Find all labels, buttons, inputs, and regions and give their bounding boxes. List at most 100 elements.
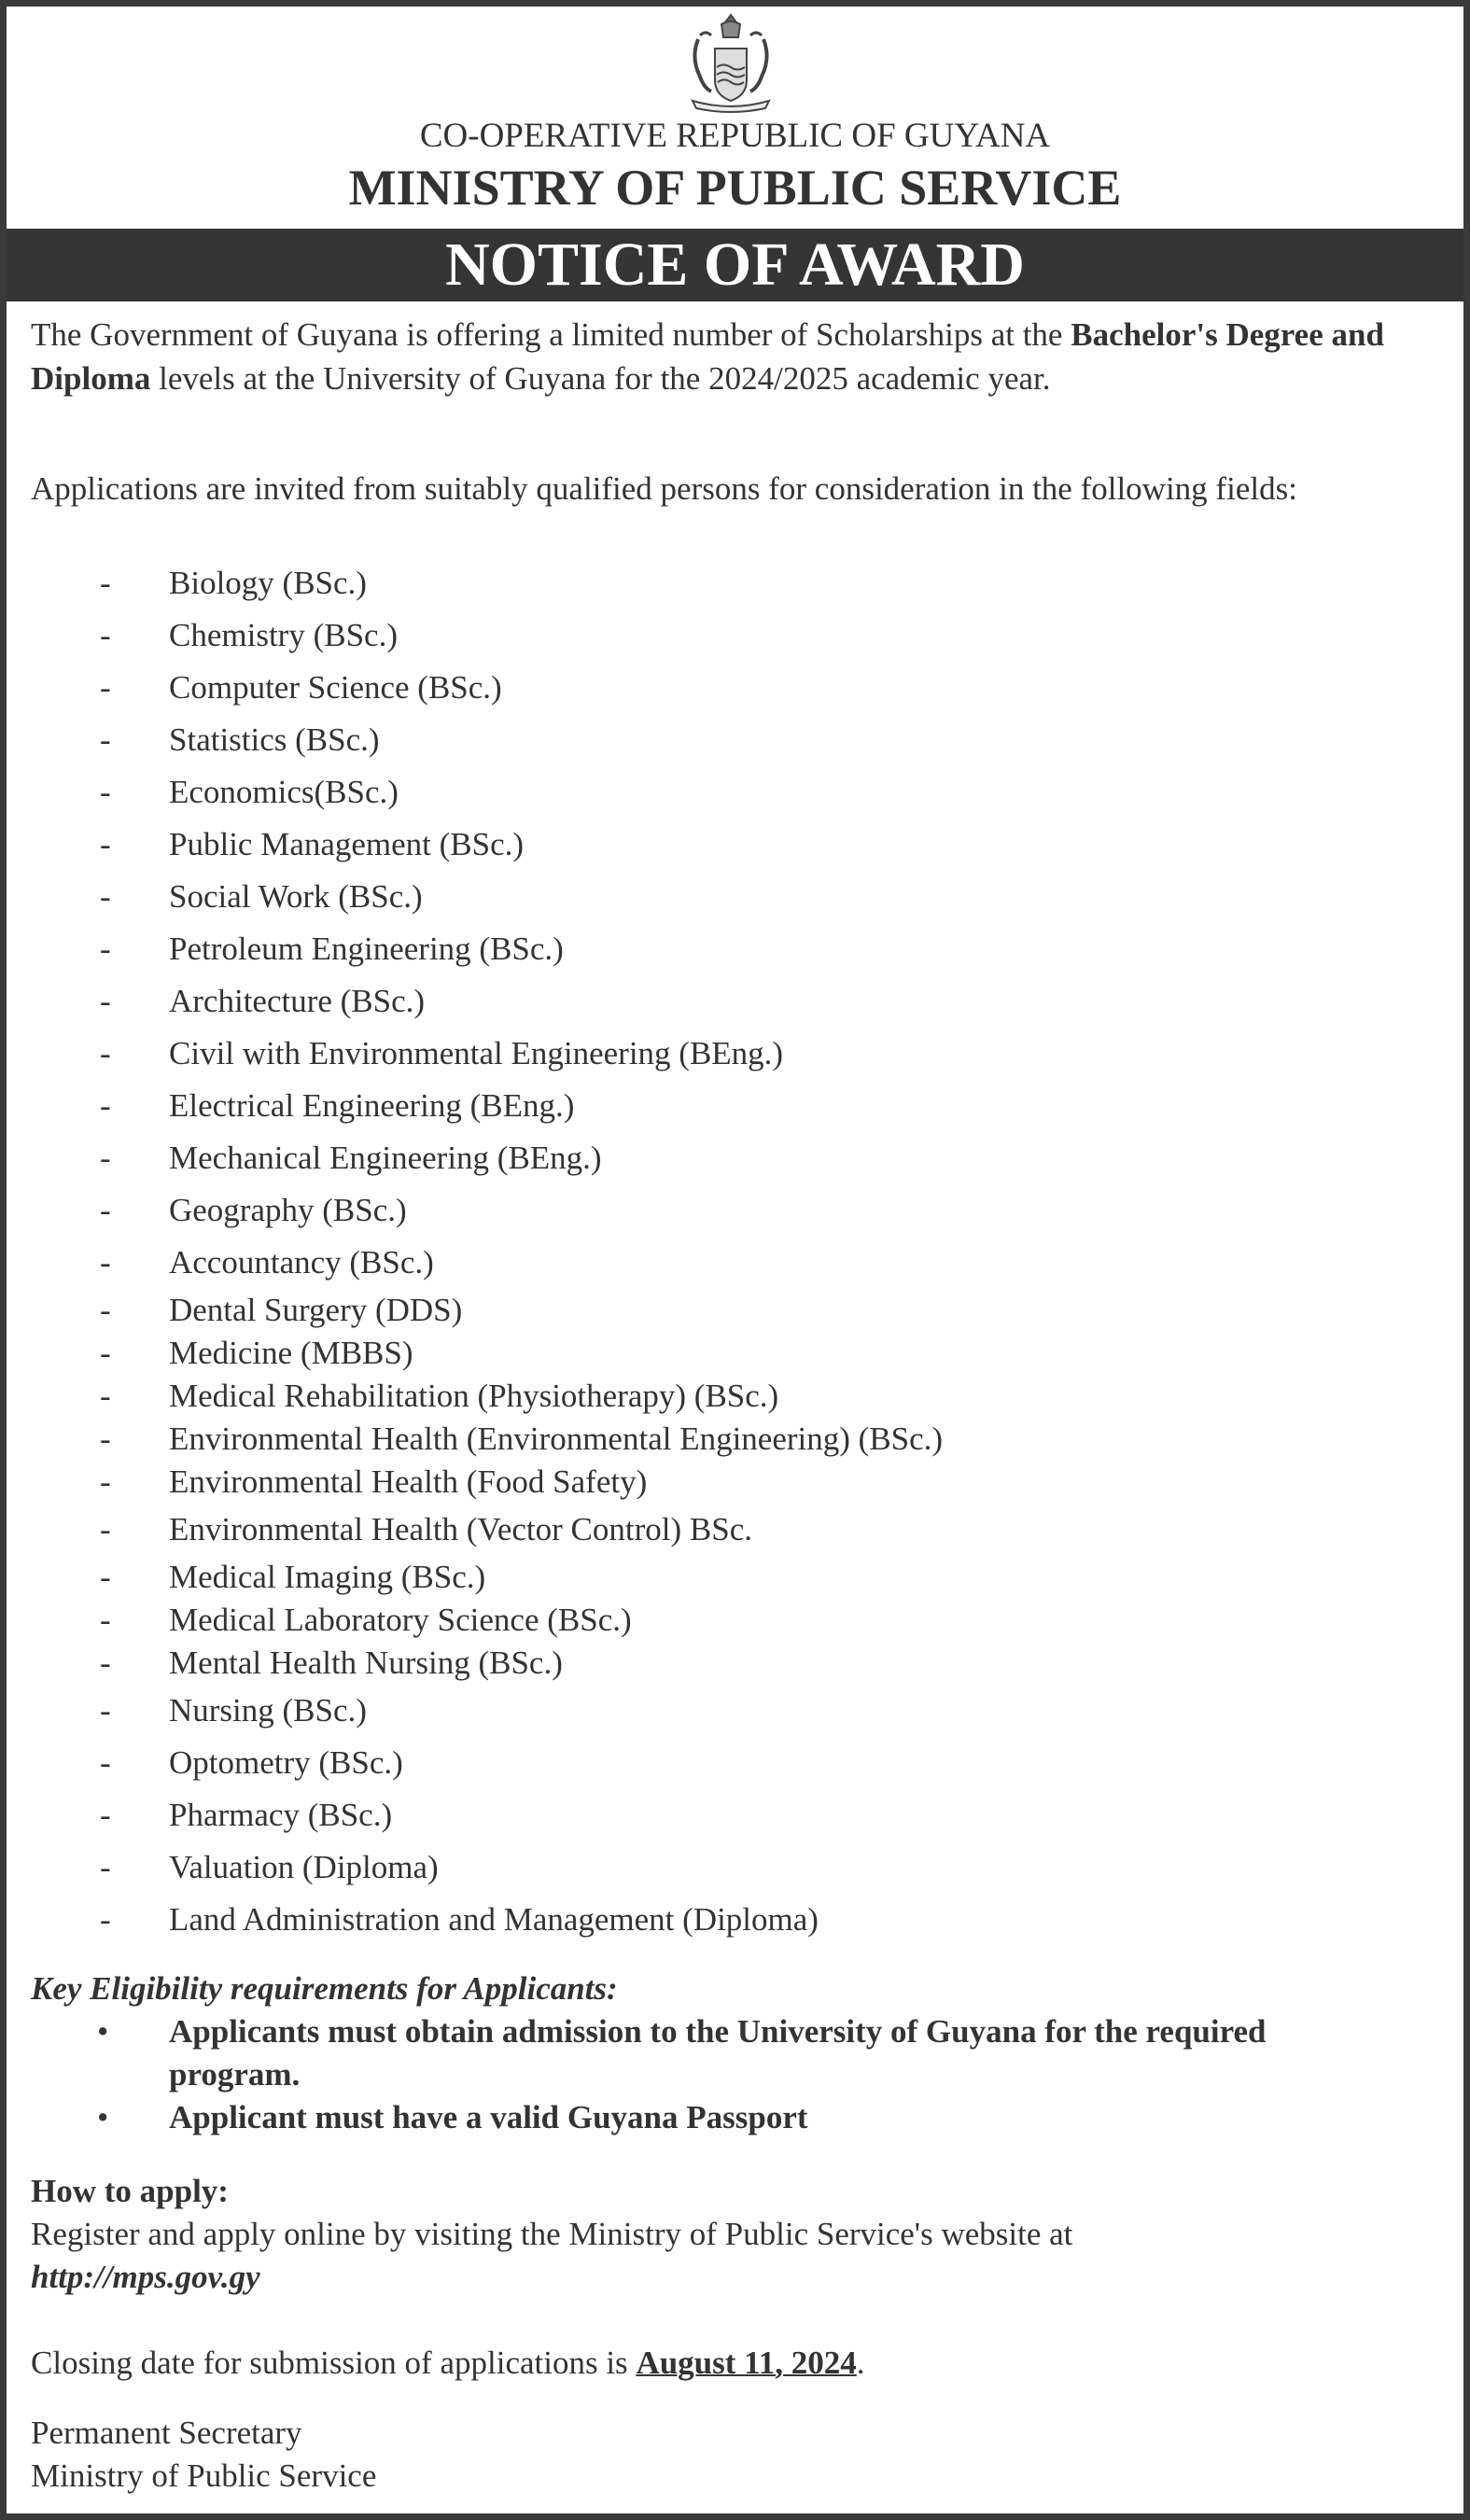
dash: - bbox=[100, 1335, 111, 1371]
field-name: Petroleum Engineering (BSc.) bbox=[169, 931, 564, 967]
list-item: - Medicine (MBBS) bbox=[0, 1332, 1470, 1375]
dash: - bbox=[100, 1292, 111, 1328]
list-item: - Biology (BSc.) bbox=[0, 557, 1470, 609]
list-item: - Environmental Health (Vector Control) B… bbox=[0, 1504, 1470, 1556]
dash: - bbox=[100, 1192, 111, 1228]
dash: - bbox=[100, 1559, 111, 1595]
dash: - bbox=[100, 1901, 111, 1938]
dash: - bbox=[100, 1692, 111, 1729]
title-band: NOTICE OF AWARD bbox=[7, 229, 1463, 301]
dash: - bbox=[100, 1244, 111, 1281]
closing-date-line: Closing date for submission of applicati… bbox=[31, 2342, 865, 2385]
dash: - bbox=[100, 1463, 111, 1500]
dash: - bbox=[100, 1421, 111, 1457]
notice-title: NOTICE OF AWARD bbox=[445, 231, 1025, 299]
list-item: - Social Work (BSc.) bbox=[0, 871, 1470, 923]
list-item: - Medical Rehabilitation (Physiotherapy) … bbox=[0, 1375, 1470, 1418]
dash: - bbox=[100, 1645, 111, 1681]
field-name: Medical Rehabilitation (Physiotherapy) (… bbox=[169, 1378, 779, 1414]
list-item: - Computer Science (BSc.) bbox=[0, 662, 1470, 714]
dash: - bbox=[100, 1511, 111, 1547]
intro-paragraph: The Government of Guyana is offering a l… bbox=[31, 313, 1440, 400]
list-item: - Accountancy (BSc.) bbox=[0, 1237, 1470, 1289]
field-name: Medicine (MBBS) bbox=[169, 1335, 413, 1371]
field-name: Land Administration and Management (Dipl… bbox=[169, 1901, 819, 1938]
field-name: Statistics (BSc.) bbox=[169, 721, 380, 758]
dash: - bbox=[100, 1797, 111, 1833]
coat-of-arms-icon bbox=[691, 13, 771, 113]
list-item: - Dental Surgery (DDS) bbox=[0, 1289, 1470, 1332]
dash: - bbox=[100, 983, 111, 1019]
list-item: - Statistics (BSc.) bbox=[0, 714, 1470, 766]
field-name: Environmental Health (Food Safety) bbox=[169, 1463, 648, 1500]
dash: - bbox=[100, 617, 111, 653]
dash: - bbox=[100, 774, 111, 810]
list-item: - Mental Health Nursing (BSc.) bbox=[0, 1642, 1470, 1685]
list-item: - Chemistry (BSc.) bbox=[0, 609, 1470, 662]
dash: - bbox=[100, 1035, 111, 1071]
field-name: Social Work (BSc.) bbox=[169, 878, 423, 915]
eligibility-item: • Applicants must obtain admission to th… bbox=[0, 2010, 1470, 2096]
eligibility-item: • Applicant must have a valid Guyana Pas… bbox=[0, 2096, 1470, 2139]
list-item: - Pharmacy (BSc.) bbox=[0, 1789, 1470, 1841]
bullet: • bbox=[97, 2013, 109, 2050]
closing-period: . bbox=[856, 2345, 865, 2381]
list-item: - Economics(BSc.) bbox=[0, 766, 1470, 819]
field-name: Architecture (BSc.) bbox=[169, 983, 426, 1019]
field-name: Medical Imaging (BSc.) bbox=[169, 1559, 486, 1595]
country-name: CO-OPERATIVE REPUBLIC OF GUYANA bbox=[419, 117, 1051, 155]
dash: - bbox=[100, 721, 111, 758]
field-name: Medical Laboratory Science (BSc.) bbox=[169, 1602, 632, 1638]
eligibility-text: Applicant must have a valid Guyana Passp… bbox=[169, 2099, 808, 2135]
signature-org: Ministry of Public Service bbox=[31, 2457, 377, 2494]
field-name: Geography (BSc.) bbox=[169, 1192, 407, 1228]
list-item: - Medical Laboratory Science (BSc.) bbox=[0, 1599, 1470, 1642]
invite-paragraph: Applications are invited from suitably q… bbox=[31, 470, 1297, 507]
list-item: - Civil with Environmental Engineering (B… bbox=[0, 1028, 1470, 1080]
field-name: Environmental Health (Environmental Engi… bbox=[169, 1421, 944, 1457]
list-item: - Electrical Engineering (BEng.) bbox=[0, 1080, 1470, 1132]
dash: - bbox=[100, 1849, 111, 1885]
signature-title: Permanent Secretary bbox=[31, 2415, 302, 2451]
list-item: - Environmental Health (Environmental Eng… bbox=[0, 1418, 1470, 1461]
dash: - bbox=[100, 1378, 111, 1414]
field-name: Computer Science (BSc.) bbox=[169, 669, 502, 706]
field-name: Biology (BSc.) bbox=[169, 565, 367, 601]
list-item: - Mechanical Engineering (BEng.) bbox=[0, 1132, 1470, 1184]
fields-list: - Biology (BSc.) - Chemistry (BSc.) - Compu… bbox=[0, 557, 1470, 1946]
field-name: Optometry (BSc.) bbox=[169, 1744, 403, 1781]
field-name: Environmental Health (Vector Control) BS… bbox=[169, 1511, 752, 1547]
list-item: - Land Administration and Management (Dip… bbox=[0, 1894, 1470, 1946]
field-name: Economics(BSc.) bbox=[169, 774, 399, 810]
field-name: Valuation (Diploma) bbox=[169, 1849, 439, 1885]
eligibility-heading: Key Eligibility requirements for Applica… bbox=[31, 1970, 618, 2007]
list-item: - Public Management (BSc.) bbox=[0, 819, 1470, 871]
website-link[interactable]: http://mps.gov.gy bbox=[31, 2259, 260, 2295]
list-item: - Petroleum Engineering (BSc.) bbox=[0, 923, 1470, 975]
intro-bold-text: Bachelor's Degree and Diploma bbox=[31, 316, 1384, 397]
dash: - bbox=[100, 1602, 111, 1638]
field-name: Chemistry (BSc.) bbox=[169, 617, 398, 653]
field-name: Public Management (BSc.) bbox=[169, 826, 525, 862]
list-item: - Optometry (BSc.) bbox=[0, 1737, 1470, 1789]
eligibility-list: • Applicants must obtain admission to th… bbox=[0, 2010, 1470, 2139]
bullet: • bbox=[97, 2099, 109, 2135]
list-item: - Nursing (BSc.) bbox=[0, 1685, 1470, 1737]
intro-text-end: levels at the University of Guyana for t… bbox=[150, 360, 1051, 397]
field-name: Nursing (BSc.) bbox=[169, 1692, 367, 1729]
dash: - bbox=[100, 669, 111, 706]
field-name: Electrical Engineering (BEng.) bbox=[169, 1087, 575, 1124]
closing-date: August 11, 2024 bbox=[636, 2345, 857, 2381]
ministry-name: MINISTRY OF PUBLIC SERVICE bbox=[348, 160, 1122, 216]
dash: - bbox=[100, 826, 111, 862]
dash: - bbox=[100, 1140, 111, 1176]
list-item: - Medical Imaging (BSc.) bbox=[0, 1556, 1470, 1599]
list-item: - Valuation (Diploma) bbox=[0, 1841, 1470, 1894]
apply-heading: How to apply: bbox=[31, 2173, 229, 2209]
list-item: - Geography (BSc.) bbox=[0, 1184, 1470, 1237]
dash: - bbox=[100, 1087, 111, 1124]
field-name: Pharmacy (BSc.) bbox=[169, 1797, 393, 1833]
apply-text: Register and apply online by visiting th… bbox=[31, 2216, 1073, 2252]
intro-text: The Government of Guyana is offering a l… bbox=[31, 316, 1071, 353]
list-item: - Environmental Health (Food Safety) bbox=[0, 1461, 1470, 1504]
